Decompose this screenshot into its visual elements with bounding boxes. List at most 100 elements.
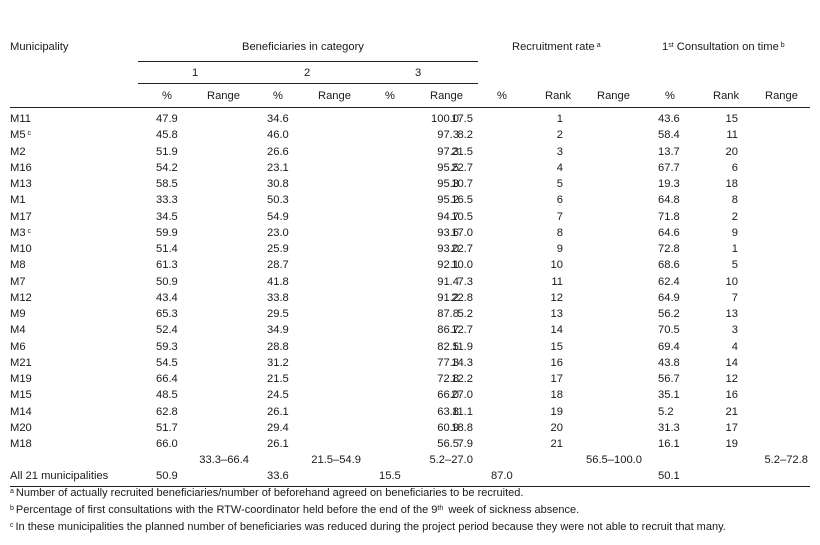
header-municipality: Municipality bbox=[10, 41, 69, 53]
cell-municipality: M8 bbox=[10, 259, 26, 272]
cell-recruitment-pct: 92.1 bbox=[437, 259, 459, 272]
footnote-mark-b: b bbox=[780, 42, 785, 49]
cell-consultation-rank: 3 bbox=[731, 324, 738, 337]
total-category-2: 33.6 bbox=[267, 470, 289, 482]
cell-recruitment-rank: 4 bbox=[556, 161, 563, 174]
cell-category-2: 28.7 bbox=[267, 259, 289, 272]
cell-category-3: 14.3 bbox=[451, 356, 473, 369]
cell-consultation-pct: 70.5 bbox=[658, 324, 680, 337]
cell-consultation-rank: 16 bbox=[725, 389, 738, 402]
cell-category-2: 21.5 bbox=[267, 373, 289, 385]
cell-recruitment-pct: 60.9 bbox=[437, 421, 459, 434]
cell-consultation-pct: 69.4 bbox=[658, 340, 680, 353]
cell-recruitment-pct: 56.5 bbox=[437, 438, 459, 450]
cell-recruitment-pct: 63.8 bbox=[437, 405, 459, 418]
cell-recruitment-rank: 16 bbox=[550, 356, 563, 369]
cell-consultation-rank: 17 bbox=[725, 421, 738, 434]
footnotes: a Number of actually recruited beneficiar… bbox=[10, 488, 810, 539]
cell-category-1: 59.3 bbox=[156, 340, 178, 353]
header-category-1: 1 bbox=[192, 67, 199, 79]
cell-municipality: M3 c bbox=[10, 226, 32, 239]
cell-recruitment-rank: 8 bbox=[556, 226, 563, 239]
cell-consultation-rank: 14 bbox=[725, 356, 738, 369]
cell-category-2: 26.1 bbox=[267, 405, 289, 418]
range-category-1: 33.3–66.4 bbox=[199, 454, 249, 466]
cell-consultation-rank: 4 bbox=[731, 340, 738, 353]
header-pct: % bbox=[497, 90, 507, 102]
cell-category-2: 30.8 bbox=[267, 178, 289, 190]
cell-category-2: 24.5 bbox=[267, 389, 289, 402]
header-range: Range bbox=[597, 90, 630, 102]
footnote-mark-c: c bbox=[27, 130, 32, 138]
cell-recruitment-rank: 17 bbox=[550, 373, 563, 385]
cell-category-3: 8.2 bbox=[457, 129, 473, 142]
cell-category-3: 5.2 bbox=[457, 308, 473, 320]
cell-consultation-pct: 71.8 bbox=[658, 210, 680, 223]
cell-consultation-pct: 58.4 bbox=[658, 129, 680, 142]
cell-municipality: M13 bbox=[10, 178, 32, 190]
cell-category-2: 50.3 bbox=[267, 194, 289, 207]
footnote-mark-a: a bbox=[596, 42, 601, 49]
cell-recruitment-rank: 15 bbox=[550, 340, 563, 353]
total-category-1: 50.9 bbox=[156, 470, 178, 482]
total-label: All 21 municipalities bbox=[10, 470, 109, 482]
header-recruitment-rate: Recruitment rate a bbox=[512, 41, 601, 53]
cell-consultation-pct: 35.1 bbox=[658, 389, 680, 402]
cell-recruitment-pct: 86.7 bbox=[437, 324, 459, 337]
cell-category-1: 47.9 bbox=[156, 113, 178, 125]
cell-municipality: M15 bbox=[10, 389, 32, 402]
cell-consultation-pct: 64.8 bbox=[658, 194, 680, 207]
cell-recruitment-pct: 95.5 bbox=[437, 161, 459, 174]
cell-category-1: 59.9 bbox=[156, 226, 178, 239]
cell-category-2: 28.8 bbox=[267, 340, 289, 353]
cell-category-1: 43.4 bbox=[156, 291, 178, 304]
cell-category-3: 12.2 bbox=[451, 373, 473, 385]
cell-category-1: 66.0 bbox=[156, 438, 178, 450]
cell-consultation-rank: 19 bbox=[725, 438, 738, 450]
header-range: Range bbox=[207, 90, 240, 102]
cell-consultation-rank: 9 bbox=[731, 226, 738, 239]
cell-consultation-pct: 67.7 bbox=[658, 161, 680, 174]
total-recruitment: 87.0 bbox=[491, 470, 513, 482]
cell-recruitment-rank: 5 bbox=[556, 178, 563, 190]
cell-category-1: 58.5 bbox=[156, 178, 178, 190]
cell-category-2: 25.9 bbox=[267, 243, 289, 255]
header-rank: Rank bbox=[713, 90, 740, 102]
cell-category-1: 54.2 bbox=[156, 161, 178, 174]
cell-municipality: M7 bbox=[10, 275, 26, 288]
cell-consultation-rank: 13 bbox=[725, 308, 738, 320]
cell-consultation-rank: 18 bbox=[725, 178, 738, 190]
cell-category-2: 23.0 bbox=[267, 226, 289, 239]
cell-consultation-rank: 21 bbox=[725, 405, 738, 418]
header-rule-beneficiaries bbox=[138, 61, 478, 62]
cell-consultation-pct: 31.3 bbox=[658, 421, 680, 434]
cell-municipality: M12 bbox=[10, 291, 32, 304]
cell-category-3: 18.8 bbox=[451, 421, 473, 434]
cell-category-1: 54.5 bbox=[156, 356, 178, 369]
cell-recruitment-pct: 94.7 bbox=[437, 210, 459, 223]
cell-municipality: M9 bbox=[10, 308, 26, 320]
header-rule-categories bbox=[138, 83, 478, 84]
cell-recruitment-rank: 9 bbox=[556, 243, 563, 255]
cell-municipality: M1 bbox=[10, 194, 26, 207]
cell-category-2: 33.8 bbox=[267, 291, 289, 304]
cell-category-3: 22.8 bbox=[451, 291, 473, 304]
cell-category-2: 41.8 bbox=[267, 275, 289, 288]
cell-recruitment-pct: 95.2 bbox=[437, 194, 459, 207]
cell-category-3: 11.9 bbox=[452, 340, 473, 353]
cell-recruitment-pct: 93.0 bbox=[437, 243, 459, 255]
cell-consultation-rank: 20 bbox=[725, 145, 738, 158]
cell-category-2: 34.6 bbox=[267, 113, 289, 125]
header-range: Range bbox=[430, 90, 463, 102]
cell-category-1: 66.4 bbox=[156, 373, 178, 385]
cell-municipality: M6 bbox=[10, 340, 26, 353]
cell-category-1: 50.9 bbox=[156, 275, 178, 288]
cell-category-3: 10.7 bbox=[451, 178, 473, 190]
cell-category-2: 26.1 bbox=[267, 438, 289, 450]
cell-consultation-pct: 56.2 bbox=[658, 308, 680, 320]
header-first-consultation: 1st Consultation on time b bbox=[662, 41, 785, 53]
cell-consultation-pct: 19.3 bbox=[658, 178, 680, 190]
cell-consultation-rank: 6 bbox=[731, 161, 738, 174]
cell-recruitment-pct: 100.0 bbox=[431, 113, 459, 125]
cell-category-3: 10.5 bbox=[451, 210, 473, 223]
